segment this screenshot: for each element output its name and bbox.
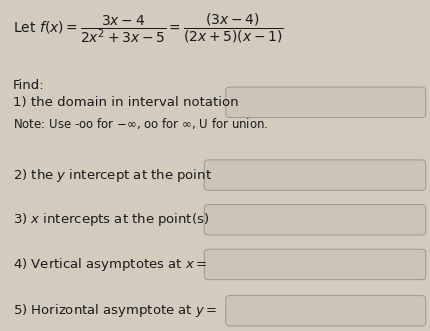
- Text: Let $f(x) = \dfrac{3x - 4}{2x^2 + 3x - 5} = \dfrac{(3x - 4)}{(2x + 5)(x - 1)}$: Let $f(x) = \dfrac{3x - 4}{2x^2 + 3x - 5…: [13, 12, 283, 45]
- Text: Find:: Find:: [13, 79, 45, 92]
- Text: 4) Vertical asymptotes at $x =$: 4) Vertical asymptotes at $x =$: [13, 256, 207, 273]
- Text: 5) Horizontal asymptote at $y =$: 5) Horizontal asymptote at $y =$: [13, 302, 217, 319]
- Text: 3) $x$ intercepts at the point(s): 3) $x$ intercepts at the point(s): [13, 211, 209, 228]
- Text: 2) the $y$ intercept at the point: 2) the $y$ intercept at the point: [13, 166, 212, 184]
- FancyBboxPatch shape: [204, 160, 426, 190]
- FancyBboxPatch shape: [204, 249, 426, 280]
- FancyBboxPatch shape: [226, 87, 426, 118]
- FancyBboxPatch shape: [226, 296, 426, 326]
- FancyBboxPatch shape: [204, 205, 426, 235]
- Text: 1) the domain in interval notation: 1) the domain in interval notation: [13, 96, 239, 109]
- Text: Note: Use -oo for $-\infty$, oo for $\infty$, U for union.: Note: Use -oo for $-\infty$, oo for $\in…: [13, 116, 268, 131]
